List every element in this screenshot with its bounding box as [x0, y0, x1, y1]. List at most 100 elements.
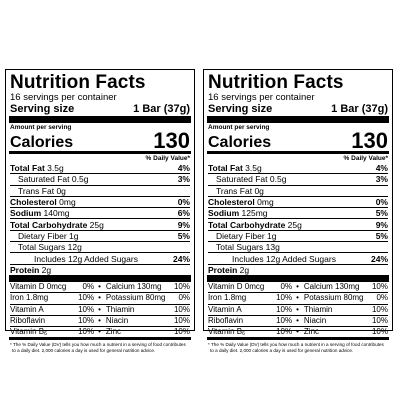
vitamin-row: Vitamin A 10% • Thiamin 10%	[10, 303, 190, 315]
divider-thick	[9, 274, 191, 282]
nutrient-row-dietary-fiber: Dietary Fiber 1g 5%	[10, 229, 190, 241]
bullet-separator: •	[98, 293, 101, 303]
calories-value: 130	[351, 128, 388, 153]
vitamin-dv: 10%	[371, 304, 388, 314]
bullet-separator: •	[98, 315, 101, 325]
vitamin-dv: 10%	[276, 327, 293, 337]
bullet-separator: •	[98, 304, 101, 314]
divider-medium	[207, 337, 389, 341]
nutrient-text: Total Fat 3.5g	[10, 163, 64, 173]
nutrient-text: Includes 12g Added Sugars	[232, 253, 336, 264]
nutrient-text: Dietary Fiber 1g	[208, 231, 277, 241]
nutrient-text: 140mg	[43, 208, 70, 219]
vitamin-dv: 10%	[78, 304, 95, 314]
nutrition-label-left: Nutrition Facts 16 servings per containe…	[5, 69, 195, 353]
daily-value-percent: 4%	[177, 163, 190, 174]
daily-value-percent: 9%	[375, 219, 388, 230]
vitamin-dv: 10%	[276, 304, 293, 314]
serving-size-value: 1 Bar (37g)	[133, 103, 190, 115]
vitamin-name: Niacin	[303, 315, 327, 325]
vitamin-dv: 0%	[280, 281, 293, 291]
vitamin-row: Vitamin D 0mcg 0% • Calcium 130mg 10%	[208, 282, 388, 292]
daily-value-percent: 9%	[177, 219, 190, 230]
nutrient-row-added-sugars: Includes 12g Added Sugars 24%	[10, 252, 190, 264]
vitamin-name: Potassium 80mg	[105, 293, 166, 303]
nutrient-text: Total Sugars 13g	[208, 242, 280, 252]
daily-value-percent: 4%	[375, 163, 388, 174]
nutrient-text: 25g	[89, 219, 104, 230]
nutrient-text: Trans Fat 0g	[208, 186, 264, 196]
vitamin-cell: Calcium 130mg 10%	[301, 282, 388, 292]
vitamin-cell: Thiamin 10%	[103, 305, 190, 315]
footnote: * The % Daily Value (DV) tells you how m…	[10, 342, 186, 354]
nutrient-text: 12g	[67, 242, 82, 253]
vitamin-name: Niacin	[105, 315, 129, 325]
divider-thick	[207, 274, 389, 282]
vitamin-dv: 10%	[371, 315, 388, 325]
vitamin-cell: Vitamin B6 10%	[10, 327, 96, 337]
nutrient-text: Saturated Fat 0.5g	[10, 174, 88, 184]
nutrient-row-total-sugars: Total Sugars 13g	[208, 241, 388, 252]
nutrition-label-right: Nutrition Facts 16 servings per containe…	[203, 69, 393, 353]
nutrient-text: Trans Fat	[216, 185, 253, 196]
nutrient-text: 2g	[239, 264, 250, 275]
nutrient-row-total-fat: Total Fat 3.5g 4%	[208, 163, 388, 173]
amount-per-serving: Amount per serving	[10, 124, 72, 131]
servings-per-container: 16 servings per container	[208, 92, 315, 103]
vitamin-cell: Vitamin B6 10%	[208, 327, 294, 337]
vitamin-dv: 10%	[371, 281, 388, 291]
vitamin-dv: 10%	[173, 327, 190, 337]
nutrient-row-sodium: Sodium 125mg 5%	[208, 207, 388, 218]
vitamin-name: Iron 1.8mg	[10, 293, 49, 303]
vitamin-name: Riboflavin	[10, 315, 46, 325]
vitamin-row: Riboflavin 10% • Niacin 10%	[208, 314, 388, 326]
vitamin-dv: 0%	[82, 281, 95, 291]
nutrient-text: Sodium 140mg	[10, 208, 70, 218]
vitamin-subscript: 6	[242, 331, 245, 338]
bullet-separator: •	[296, 293, 299, 303]
vitamin-name: Vitamin A	[10, 304, 44, 314]
nutrient-row-saturated-fat: Saturated Fat 0.5g 3%	[208, 173, 388, 184]
vitamin-row: Vitamin B6 10% • Zinc 10%	[208, 326, 388, 337]
servings-per-container: 16 servings per container	[10, 92, 117, 103]
nutrient-text: Total Carbohydrate	[208, 219, 286, 230]
nutrient-row-total-fat: Total Fat 3.5g 4%	[10, 163, 190, 173]
nutrient-text: Saturated Fat 0.5g	[208, 174, 286, 184]
vitamin-row: Vitamin A 10% • Thiamin 10%	[208, 303, 388, 315]
nutrient-text: Total Carbohydrate 25g	[10, 220, 104, 230]
nutrient-text: Dietary Fiber	[18, 230, 67, 241]
serving-size-label: Serving size	[10, 103, 75, 115]
nutrient-text: 3.5g	[47, 163, 64, 174]
nutrient-text: 0.5g	[269, 174, 287, 185]
daily-value-percent: 5%	[177, 230, 190, 241]
vitamin-dv: 0%	[178, 293, 190, 303]
vitamin-name: Calcium 130mg	[303, 281, 360, 291]
label-title: Nutrition Facts	[208, 72, 344, 93]
nutrient-text: Total Sugars 12g	[10, 242, 82, 252]
vitamin-subscript: 6	[44, 331, 47, 338]
divider-medium	[9, 151, 191, 154]
nutrient-text: 2g	[41, 264, 52, 275]
nutrient-text: 25g	[287, 219, 302, 230]
nutrient-text: Protein 2g	[208, 265, 249, 275]
bullet-separator: •	[296, 315, 299, 325]
nutrient-text: Protein	[208, 264, 238, 275]
vitamin-cell: Vitamin D 0mcg 0%	[208, 282, 294, 292]
nutrient-text: Cholesterol 0mg	[208, 197, 274, 207]
vitamin-name: Calcium 130mg	[105, 281, 162, 291]
divider-medium	[9, 337, 191, 341]
vitamin-cell: Iron 1.8mg 10%	[10, 293, 96, 303]
vitamin-name: Zinc	[105, 327, 122, 337]
vitamin-name: Thiamin	[303, 304, 333, 314]
serving-size-row: Serving size 1 Bar (37g)	[10, 103, 190, 116]
nutrient-text: Dietary Fiber 1g	[10, 231, 79, 241]
calories-row: Calories 130	[208, 128, 388, 153]
vitamin-dv: 10%	[371, 327, 388, 337]
nutrient-text: 1g	[69, 230, 79, 241]
vitamin-name: Vitamin D 0mcg	[208, 281, 265, 291]
daily-value-header: % Daily Value*	[145, 155, 190, 162]
vitamin-name: Vitamin D 0mcg	[10, 281, 67, 291]
vitamin-cell: Riboflavin 10%	[208, 316, 294, 326]
vitamin-name: Zinc	[303, 327, 320, 337]
calories-label: Calories	[10, 134, 74, 151]
